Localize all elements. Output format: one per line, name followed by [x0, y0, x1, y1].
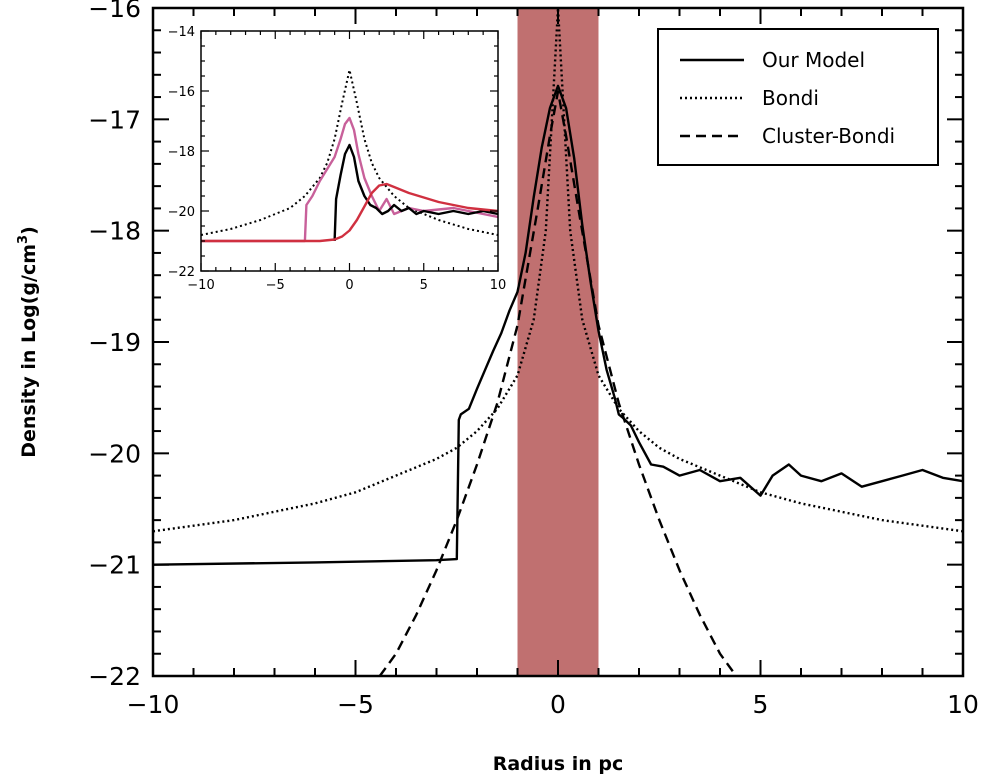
main-series-group [153, 8, 963, 676]
shaded-band [517, 8, 599, 676]
x-tick-label: −10 [127, 690, 180, 719]
inset-ticks [200, 30, 499, 272]
legend-box [657, 28, 939, 166]
y-tick-label: −22 [88, 662, 141, 691]
y-tick-label: −17 [88, 105, 141, 134]
inset-series-group [201, 69, 498, 243]
inset-x-tick-label: −10 [187, 278, 214, 293]
x-tick-label: −5 [337, 690, 374, 719]
y-tick-label: −16 [88, 0, 141, 23]
main-ticks [152, 7, 964, 677]
x-tick-label: 10 [947, 690, 979, 719]
x-tick-label: 5 [753, 690, 769, 719]
inset-tick-labels: −10 −5 0 5 10 −22 −20 −18 −16 −14 [168, 25, 507, 293]
legend-label: Bondi [762, 86, 819, 110]
inset-x-tick-label: 10 [490, 278, 507, 293]
inset-x-tick-label: 0 [345, 278, 353, 293]
inset-x-tick-label: −5 [266, 278, 285, 293]
inset-plot: −10 −5 0 5 10 −22 −20 −18 −16 −14 [168, 25, 507, 293]
inset-x-tick-label: 5 [420, 278, 428, 293]
x-tick-label: 0 [550, 690, 566, 719]
legend-label: Cluster-Bondi [762, 124, 895, 148]
y-tick-label: −19 [88, 328, 141, 357]
y-axis-title-sup: 3 [16, 235, 31, 244]
shaded-band-rect [517, 8, 599, 676]
legend: Our Model Bondi Cluster-Bondi [657, 28, 939, 166]
series-line-our-model [153, 84, 963, 566]
inset-y-tick-label: −16 [168, 85, 195, 100]
y-tick-label: −20 [88, 439, 141, 468]
legend-label: Our Model [762, 48, 865, 72]
inset-background [201, 31, 498, 271]
main-tick-labels: −10 −5 0 5 10 −22 −21 −20 −19 −18 −17 −16 [88, 0, 979, 719]
inset-y-tick-label: −18 [168, 145, 195, 160]
inset-y-tick-label: −14 [168, 25, 195, 40]
y-axis-title-main: Density in Log(g/cm [18, 244, 40, 458]
x-axis-title: Radius in pc [493, 753, 624, 775]
inset-y-tick-label: −22 [168, 265, 195, 280]
inset-y-tick-label: −20 [168, 205, 195, 220]
inset-series-line [333, 143, 498, 242]
y-axis-title-close: ) [18, 226, 40, 235]
series-line-cluster-bondi [378, 90, 738, 676]
y-tick-label: −18 [88, 217, 141, 246]
y-tick-label: −21 [88, 551, 141, 580]
y-axis-title: Density in Log(g/cm3) [16, 226, 40, 458]
inset-series-line [201, 182, 498, 243]
